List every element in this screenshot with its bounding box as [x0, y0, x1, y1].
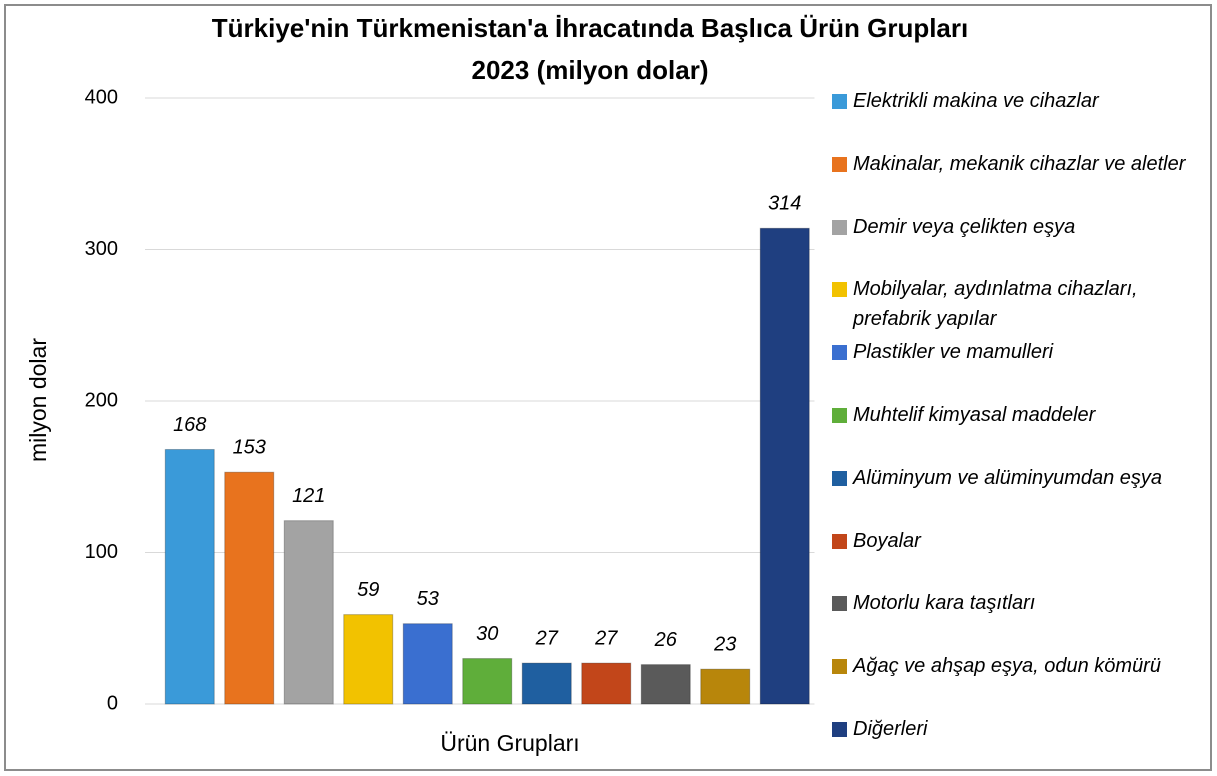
data-label: 27	[594, 627, 618, 649]
legend-label: Mobilyalar, aydınlatma cihazları, prefab…	[853, 278, 1138, 331]
bar	[700, 668, 751, 705]
legend-swatch	[832, 408, 847, 423]
legend-label: Alüminyum ve alüminyumdan eşya	[853, 466, 1163, 489]
data-label: 53	[417, 588, 439, 610]
legend-swatch	[832, 533, 847, 549]
legend-item: Alüminyum ve alüminyumdan eşya	[830, 463, 1192, 493]
legend-item: Diğerleri	[830, 714, 1192, 744]
data-label: 168	[173, 414, 206, 436]
bar	[343, 614, 394, 705]
bar	[402, 623, 453, 705]
bar	[462, 658, 513, 705]
bar	[283, 520, 334, 705]
legend-swatch	[832, 722, 847, 737]
legend-swatch	[832, 470, 847, 486]
x-axis-label: Ürün Grupları	[440, 730, 579, 756]
legend-swatch	[832, 345, 847, 361]
bar	[581, 662, 632, 705]
legend-item: Boyalar	[830, 526, 1192, 556]
legend-item: Motorlu kara taşıtları	[830, 588, 1192, 618]
legend-label: Boyalar	[853, 529, 921, 552]
y-axis-label: milyon dolar	[25, 338, 51, 462]
legend-item: Muhtelif kimyasal maddeler	[830, 400, 1192, 430]
y-tick-label: 0	[107, 692, 118, 714]
bar	[640, 664, 691, 705]
y-tick-label: 300	[85, 238, 118, 260]
legend-swatch	[832, 659, 847, 675]
legend-label: Ağaç ve ahşap eşya, odun kömürü	[853, 655, 1161, 678]
y-tick-label: 400	[85, 86, 118, 108]
y-tick-label: 100	[85, 541, 118, 563]
legend-swatch	[832, 596, 847, 612]
data-label: 23	[713, 633, 736, 655]
data-label: 30	[476, 623, 498, 645]
legend-label: Diğerleri	[853, 718, 928, 740]
legend-item: Mobilyalar, aydınlatma cihazları, prefab…	[830, 274, 1192, 334]
legend-swatch	[832, 94, 847, 109]
data-label: 27	[535, 627, 559, 649]
bar	[759, 227, 810, 705]
legend-swatch	[832, 219, 847, 235]
legend-item: Ağaç ve ahşap eşya, odun kömürü	[830, 651, 1192, 681]
bar	[164, 448, 215, 705]
y-tick-label: 200	[85, 389, 118, 411]
legend-item: Plastikler ve mamulleri	[830, 337, 1192, 367]
legend-label: Muhtelif kimyasal maddeler	[853, 404, 1096, 426]
chart-subtitle: 2023 (milyon dolar)	[472, 55, 709, 85]
legend-label: Motorlu kara taşıtları	[853, 592, 1036, 615]
legend-item: Makinalar, mekanik cihazlar ve aletler	[830, 149, 1192, 179]
chart-title: Türkiye'nin Türkmenistan'a İhracatında B…	[212, 13, 968, 43]
legend-label: Demir veya çelikten eşya	[853, 215, 1076, 238]
bar	[224, 471, 275, 705]
legend-label: Makinalar, mekanik cihazlar ve aletler	[853, 152, 1186, 175]
legend-label: Plastikler ve mamulleri	[853, 341, 1054, 364]
legend-swatch	[832, 156, 847, 172]
data-label: 121	[292, 485, 325, 507]
data-label: 59	[357, 579, 379, 601]
data-label: 314	[768, 193, 801, 215]
data-label: 26	[654, 629, 678, 651]
data-label: 153	[233, 436, 266, 458]
bar	[521, 662, 572, 705]
legend-item: Demir veya çelikten eşya	[830, 212, 1192, 242]
legend-label: Elektrikli makina ve cihazlar	[853, 90, 1099, 112]
legend-swatch	[832, 282, 847, 298]
legend-item: Elektrikli makina ve cihazlar	[830, 86, 1192, 116]
